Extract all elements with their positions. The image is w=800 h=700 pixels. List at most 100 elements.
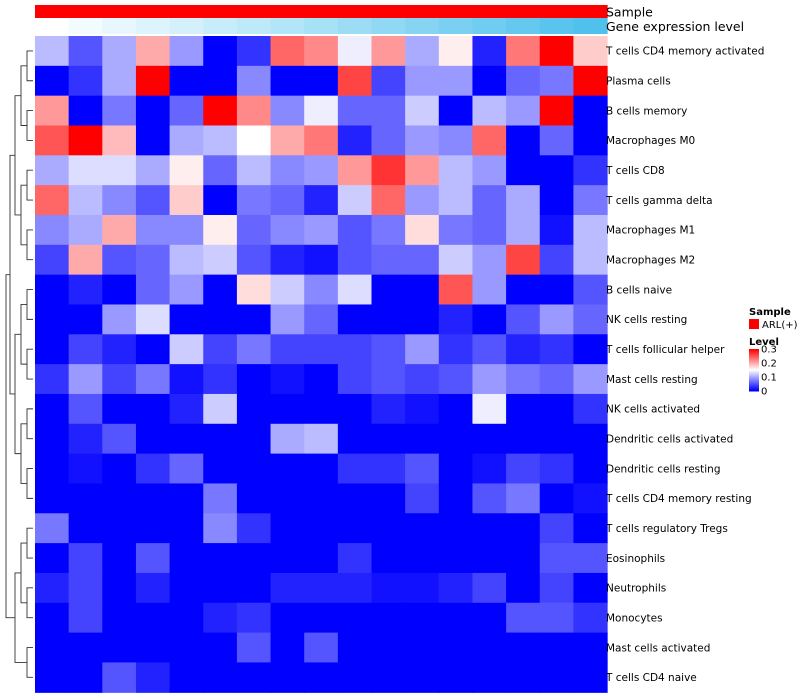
heatmap-cell	[169, 364, 204, 395]
legend: Sample ARL(+) Level 0.3 0.2 0.1 0	[749, 307, 798, 398]
heatmap-cell	[169, 662, 204, 693]
heatmap-cell	[270, 632, 305, 664]
heatmap-cell	[539, 513, 574, 544]
heatmap-cell	[135, 483, 171, 514]
heatmap-cell	[472, 513, 507, 544]
heatmap-cell	[438, 155, 474, 186]
legend-level-gradient-step	[749, 375, 759, 377]
heatmap-cell	[573, 632, 608, 664]
heatmap-cell	[203, 423, 238, 455]
legend-level-gradient-step	[749, 388, 759, 390]
heatmap-cell	[35, 632, 70, 664]
heatmap-cell	[135, 393, 171, 425]
heatmap-cell	[236, 334, 272, 365]
heatmap-cell	[270, 393, 305, 425]
heatmap-cell	[304, 483, 339, 514]
legend-level-gradient-step	[749, 379, 759, 381]
heatmap-cell	[438, 125, 474, 156]
heatmap-cell	[405, 572, 440, 604]
gene-annotation-cell	[506, 18, 541, 34]
heatmap-cell	[270, 65, 305, 97]
heatmap-cell	[573, 214, 608, 246]
heatmap-cell	[573, 65, 608, 97]
row-label: Mast cells resting	[606, 374, 698, 386]
heatmap-cell	[539, 393, 574, 425]
heatmap-cell	[68, 185, 103, 216]
dendrogram-branch	[26, 50, 33, 82]
heatmap-cell	[506, 513, 541, 544]
heatmap-cell	[405, 125, 440, 156]
heatmap-cell	[506, 393, 541, 425]
heatmap-cell	[68, 36, 103, 67]
sample-annotation-cell	[371, 5, 406, 18]
heatmap-cell	[337, 483, 373, 514]
legend-level-gradient-step	[749, 360, 759, 362]
heatmap-cell	[304, 423, 339, 455]
heatmap-cell	[506, 244, 541, 276]
heatmap-cell	[236, 185, 272, 216]
heatmap-cell	[203, 602, 238, 634]
heatmap-cell	[337, 95, 373, 127]
heatmap-cell	[135, 423, 171, 455]
heatmap-cell	[169, 513, 204, 544]
heatmap-cell	[405, 65, 440, 97]
heatmap-cell	[506, 423, 541, 455]
heatmap-cell	[203, 393, 238, 425]
heatmap-cell	[236, 36, 272, 67]
gene-annotation-cell	[102, 18, 137, 34]
legend-level-ticks: 0.3 0.2 0.1 0	[761, 345, 777, 398]
row-label: Dendritic cells activated	[606, 434, 733, 446]
heatmap-cell	[539, 244, 574, 276]
heatmap-cell	[169, 155, 204, 186]
heatmap-cell	[337, 572, 373, 604]
heatmap-cell	[506, 453, 541, 485]
heatmap-cell	[135, 214, 171, 246]
heatmap-cell	[236, 543, 272, 574]
heatmap-cell	[35, 662, 70, 693]
gene-expression-annotation-bar	[35, 18, 608, 34]
heatmap-cell	[539, 364, 574, 395]
heatmap-cell	[102, 304, 137, 335]
heatmap-cell	[405, 364, 440, 395]
dendrogram-branch	[14, 95, 21, 216]
heatmap-cell	[68, 155, 103, 186]
sample-annotation-bar	[35, 5, 608, 18]
heatmap-cell	[203, 304, 238, 335]
heatmap-cell	[304, 393, 339, 425]
heatmap-cell	[472, 393, 507, 425]
dendrogram-branch	[20, 304, 27, 365]
legend-level-tick-label: 0	[761, 387, 767, 398]
legend-level-gradient-step	[749, 361, 759, 363]
row-labels: T cells CD4 memory activated Plasma cells…	[605, 46, 764, 684]
heatmap-cell	[472, 65, 507, 97]
row-label: T cells CD8	[605, 165, 665, 177]
heatmap-cell	[169, 125, 204, 156]
heatmap-cell	[203, 453, 238, 485]
heatmap-cell	[337, 125, 373, 156]
heatmap-cell	[438, 632, 474, 664]
heatmap-cell	[102, 334, 137, 365]
heatmap-cell	[270, 125, 305, 156]
heatmap-cell	[506, 65, 541, 97]
heatmap-cell	[539, 453, 574, 485]
dendrogram-branch	[26, 408, 33, 440]
heatmap-cell	[472, 36, 507, 67]
legend-level-gradient-step	[749, 377, 759, 379]
heatmap-cell	[270, 185, 305, 216]
sample-annotation-cell	[472, 5, 507, 18]
heatmap-cell	[68, 662, 103, 693]
heatmap-cell	[371, 185, 406, 216]
heatmap-cell	[236, 513, 272, 544]
heatmap-cell	[35, 214, 70, 246]
legend-level-gradient-step	[749, 389, 759, 391]
heatmap-cell	[405, 423, 440, 455]
heatmap-cell	[102, 453, 137, 485]
heatmap-cell	[405, 602, 440, 634]
legend-level-gradient-step	[749, 384, 759, 386]
legend-sample-title: Sample	[749, 307, 791, 318]
legend-level-gradient-step	[749, 373, 759, 375]
heatmap-cell	[102, 155, 137, 186]
heatmap-cell	[203, 274, 238, 306]
heatmap-cell	[35, 125, 70, 156]
legend-level-gradient-step	[749, 352, 759, 354]
